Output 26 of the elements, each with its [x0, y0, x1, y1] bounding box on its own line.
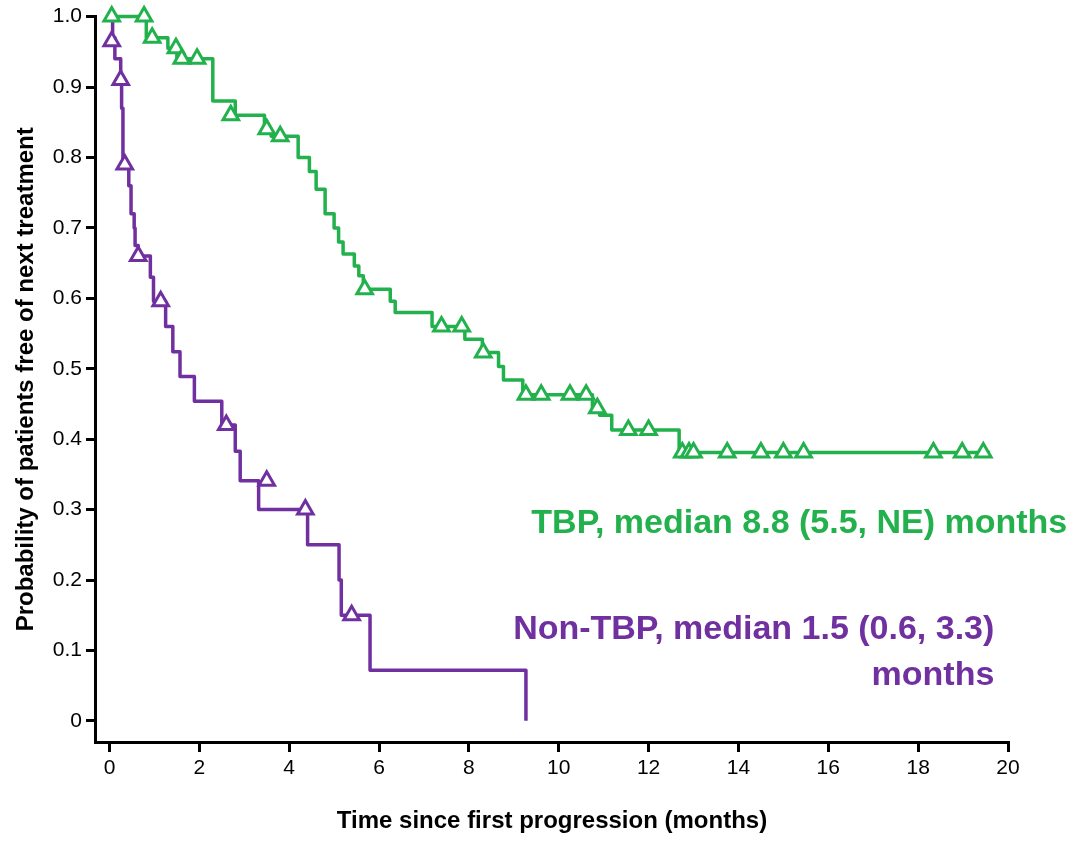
y-tick-label: 0.9	[52, 73, 82, 97]
y-tick-label: 1.0	[52, 3, 82, 27]
y-tick-label: 0.5	[52, 355, 82, 379]
y-tick-label: 0.7	[52, 214, 82, 238]
y-axis-title: Probability of patients free of next treatment	[11, 127, 39, 632]
y-tick-label: 0.1	[52, 637, 82, 661]
x-tick-label: 6	[373, 755, 385, 779]
y-tick-label: 0.4	[52, 425, 83, 449]
y-tick-label: 0	[70, 707, 82, 731]
series-label: Non-TBP, median 1.5 (0.6, 3.3) months	[513, 607, 995, 692]
x-tick-label: 10	[547, 755, 571, 779]
y-tick-label: 0.6	[52, 285, 82, 309]
y-tick-label: 0.2	[52, 566, 82, 590]
y-tick-label: 0.3	[52, 496, 82, 520]
x-tick-label: 4	[283, 755, 296, 779]
x-tick-label: 8	[463, 755, 475, 779]
x-tick-label: 0	[103, 755, 116, 779]
x-tick-label: 18	[906, 755, 930, 779]
x-tick-label: 16	[816, 755, 840, 779]
x-tick-label: 20	[996, 755, 1020, 779]
text: TBP, median 8.8 (5.5, NE) months	[531, 502, 1068, 541]
x-tick-label: 2	[193, 755, 206, 779]
x-tick-label: 12	[636, 755, 661, 779]
x-axis-title: Time since first progression (months)	[336, 806, 768, 834]
y-tick-label: 0.8	[52, 144, 82, 168]
x-tick-label: 14	[726, 755, 751, 779]
